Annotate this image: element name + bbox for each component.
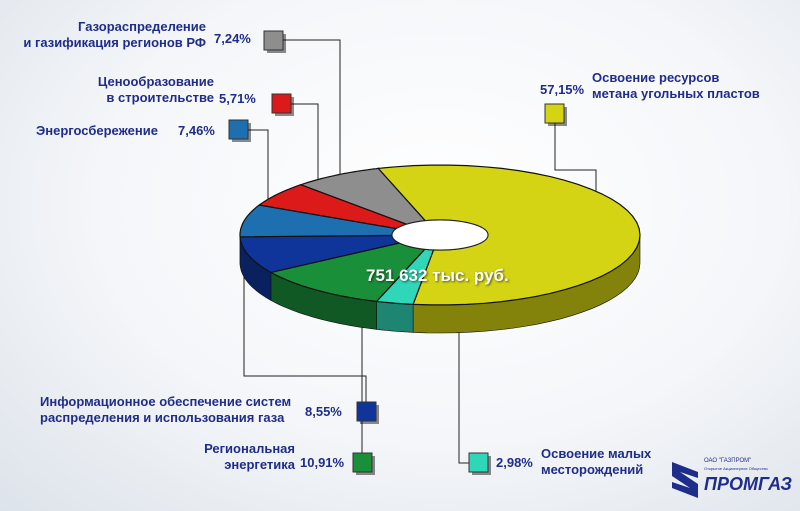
- promgaz-logo: ОАО "ГАЗПРОМ" Открытое Акционерное Общес…: [668, 452, 796, 508]
- legend-swatch-malye: [468, 452, 491, 475]
- legend-swatch-ceno: [271, 93, 294, 116]
- label-energo: Энергосбережение: [36, 123, 158, 138]
- donut-slices: [239, 164, 641, 306]
- label-region: Региональная энергетика: [204, 441, 295, 472]
- label-gazoraspr: Газораспределение и газификация регионов …: [23, 19, 206, 50]
- logo-subtitle-small: Открытое Акционерное Общество: [704, 466, 768, 471]
- value-ceno: 5,71%: [219, 91, 256, 106]
- legend-swatch-info: [356, 401, 379, 424]
- value-energo: 7,46%: [178, 123, 215, 138]
- legend-swatch-gazoraspr: [263, 30, 286, 53]
- total-label: 751 632 тыс. руб.: [366, 266, 509, 285]
- value-malye: 2,98%: [496, 455, 533, 470]
- leader-info: [243, 262, 367, 402]
- label-info: Информационное обеспечение систем распред…: [40, 394, 292, 425]
- value-info: 8,55%: [305, 404, 342, 419]
- side-wall-malye: [376, 301, 414, 333]
- leader-ceno: [290, 103, 319, 200]
- donut-hole: [391, 219, 489, 251]
- value-metan: 57,15%: [540, 82, 585, 97]
- legend-swatch-energo: [228, 119, 251, 142]
- leader-energo: [247, 129, 269, 228]
- label-ceno: Ценообразование в строительстве: [97, 74, 214, 105]
- legend-swatch-metan: [544, 103, 567, 126]
- legend-swatch-region: [352, 452, 375, 475]
- value-gazoraspr: 7,24%: [214, 31, 251, 46]
- logo-mark-icon: [672, 462, 698, 498]
- logo-name: ПРОМГАЗ: [704, 474, 792, 494]
- value-region: 10,91%: [300, 455, 345, 470]
- label-malye: Освоение малых месторождений: [541, 446, 652, 477]
- leader-metan: [554, 122, 597, 210]
- leader-gazoraspr: [282, 39, 341, 190]
- label-metan: Освоение ресурсов метана угольных пластов: [592, 70, 760, 101]
- logo-subtitle: ОАО "ГАЗПРОМ": [704, 458, 752, 464]
